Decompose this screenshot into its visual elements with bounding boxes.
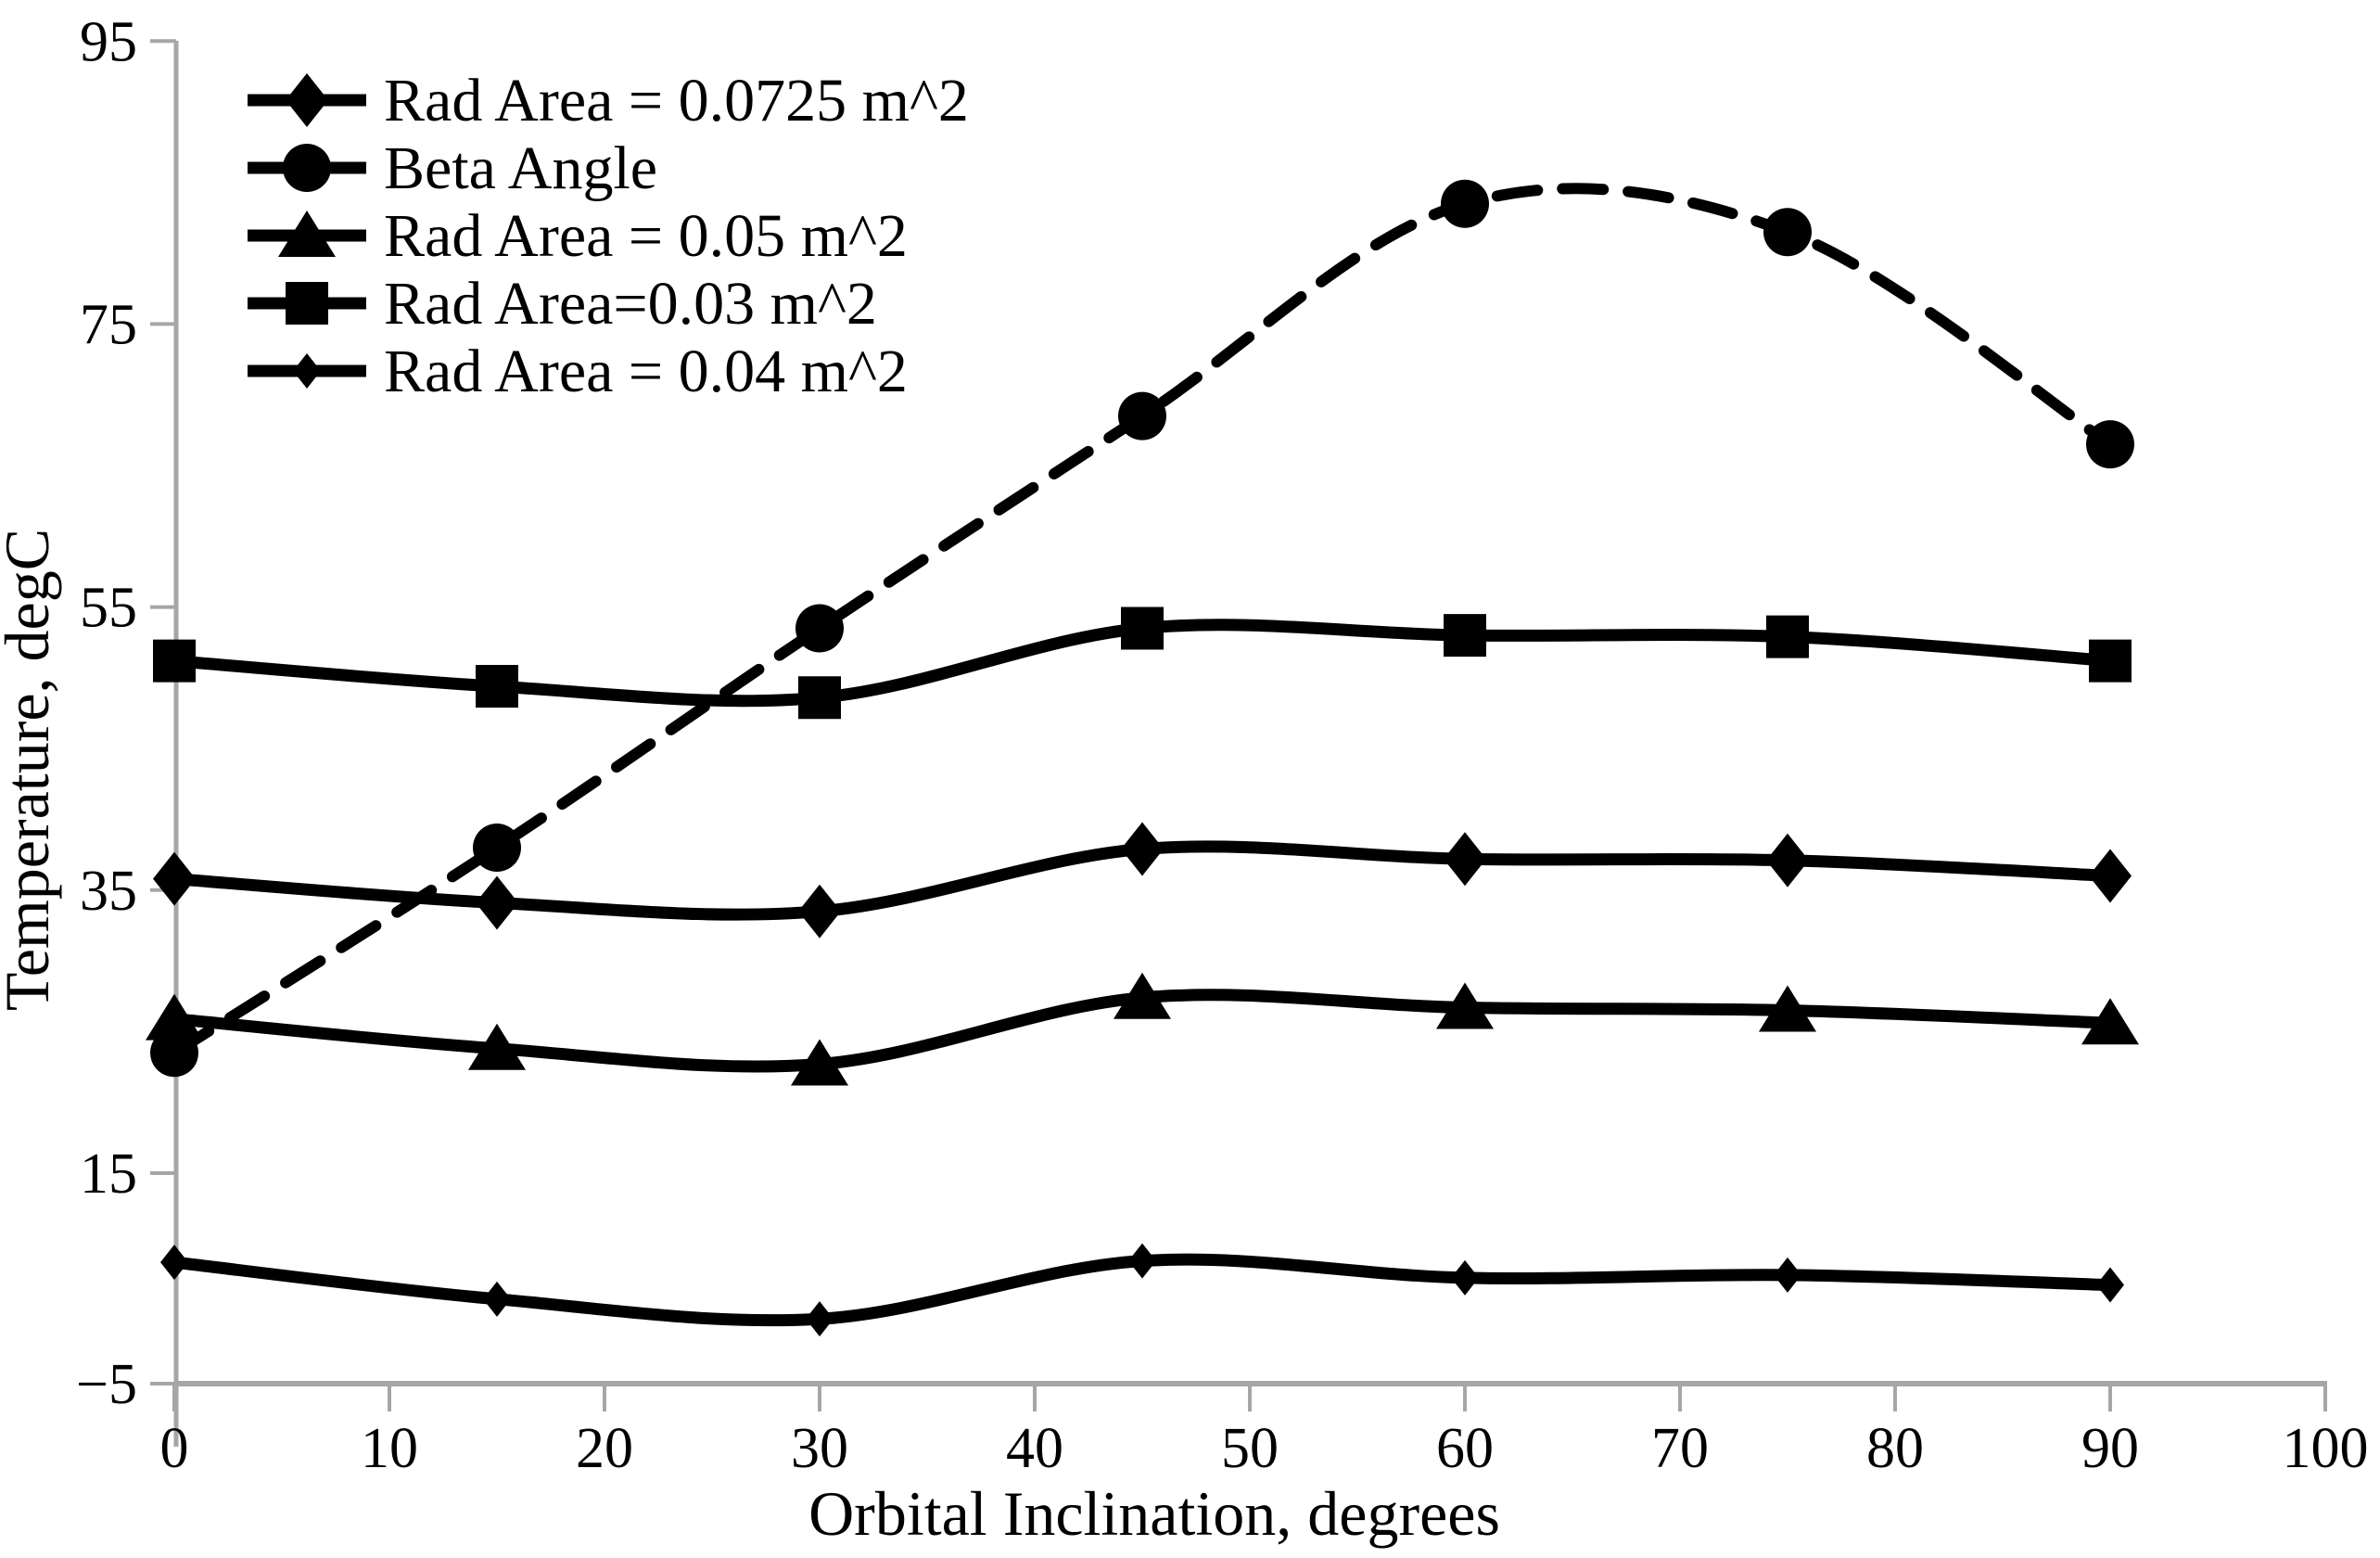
series-2-marker-triangle (468, 1023, 526, 1070)
x-tick-label: 0 (160, 1417, 189, 1480)
x-axis-title: Orbital Inclination, degrees (808, 1478, 1500, 1549)
series-3-marker-square (153, 639, 196, 683)
legend-marker-diamond-large (286, 73, 328, 127)
x-tick-label: 60 (1436, 1417, 1494, 1480)
series-0-marker-diamond-large (1121, 822, 1164, 876)
series-1-marker-circle (2086, 420, 2134, 469)
series-3-marker-square (1444, 614, 1486, 658)
y-axis-title: Temperature, degC (0, 529, 62, 1011)
series-1-marker-circle (1118, 391, 1166, 441)
series-0-marker-diamond-large (1444, 832, 1486, 887)
x-tick-label: 70 (1651, 1417, 1709, 1480)
series-2-marker-triangle (1436, 982, 1494, 1029)
series-3-marker-square (1766, 615, 1809, 658)
legend-marker-square (286, 282, 328, 325)
legend-marker-circle (283, 144, 331, 192)
series-2-marker-triangle (146, 993, 203, 1041)
x-tick-label: 90 (2081, 1417, 2139, 1480)
x-tick-label: 20 (576, 1417, 633, 1480)
series-2-marker-triangle (1114, 972, 1171, 1019)
x-tick-label: 80 (1866, 1417, 1924, 1480)
y-tick-label: 75 (80, 293, 137, 356)
series-4-marker-diamond-small (1128, 1243, 1156, 1279)
series-0-marker-diamond-large (1766, 833, 1809, 888)
series-0-marker-diamond-large (476, 875, 518, 930)
y-tick-label: 95 (80, 10, 137, 73)
series-4-marker-diamond-small (1774, 1257, 1801, 1293)
x-tick-label: 10 (361, 1417, 418, 1480)
series-4-marker-diamond-small (806, 1301, 834, 1337)
legend-label: Beta Angle (384, 134, 657, 202)
series-1-marker-circle (150, 1028, 198, 1078)
series-1-marker-circle (1441, 179, 1489, 228)
series-4-marker-diamond-small (483, 1281, 511, 1317)
legend-label: Rad Area = 0.04 m^2 (384, 338, 908, 405)
series-0-marker-diamond-large (153, 851, 196, 906)
y-tick-label: −5 (76, 1353, 137, 1416)
series-3-marker-square (2089, 639, 2132, 683)
x-tick-label: 40 (1006, 1417, 1063, 1480)
x-tick-label: 50 (1221, 1417, 1279, 1480)
legend-label: Rad Area = 0.05 m^2 (384, 202, 908, 270)
y-tick-label: 55 (80, 577, 137, 640)
series-1-marker-circle (795, 604, 844, 653)
series-3-marker-square (476, 665, 518, 709)
legend-marker-diamond-small (293, 353, 321, 389)
series-2-marker-triangle (791, 1039, 848, 1086)
series-1-marker-circle (473, 824, 521, 873)
series-0-marker-diamond-large (2089, 849, 2132, 903)
series-1-marker-circle (1763, 208, 1812, 257)
x-tick-label: 30 (791, 1417, 848, 1480)
series-4-marker-diamond-small (160, 1245, 188, 1281)
x-tick-label: 100 (2283, 1417, 2369, 1480)
legend-label: Rad Area=0.03 m^2 (384, 270, 877, 338)
series-2-marker-triangle (2081, 998, 2139, 1045)
series-3-marker-square (798, 676, 841, 720)
series-4-marker-diamond-small (2096, 1267, 2124, 1303)
legend-marker-triangle (278, 211, 336, 257)
series-2-marker-triangle (1759, 985, 1816, 1032)
series-0-marker-diamond-large (798, 884, 841, 939)
series-3-marker-square (1121, 607, 1164, 650)
y-tick-label: 15 (80, 1143, 137, 1206)
legend-label: Rad Area = 0.0725 m^2 (384, 67, 969, 134)
y-tick-label: 35 (80, 860, 137, 923)
series-4-marker-diamond-small (1451, 1259, 1479, 1296)
